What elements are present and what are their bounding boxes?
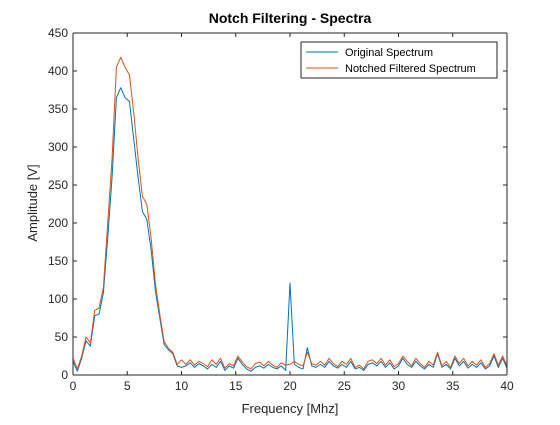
plot-area: 0 5 10 15 20 25 30 35 40050100150200250300350400… (48, 26, 514, 393)
x-tick-label: 10 (175, 379, 189, 393)
series-line-original (72, 87, 508, 372)
x-axis-label: Frequency [Mhz] (242, 401, 339, 416)
y-tick-label: 350 (48, 102, 68, 116)
x-tick-label: 0 (70, 379, 77, 393)
y-tick-label: 400 (48, 64, 68, 78)
y-tick-label: 450 (48, 26, 68, 40)
y-axis-label: Amplitude [V] (25, 164, 40, 241)
x-tick-label: 20 (283, 379, 297, 393)
y-tick-label: 200 (48, 216, 68, 230)
x-tick-label: 40 (500, 379, 514, 393)
y-tick-label: 250 (48, 178, 68, 192)
chart-title: Notch Filtering - Spectra (209, 10, 372, 26)
y-tick-label: 300 (48, 140, 68, 154)
legend-label-notched: Notched Filtered Spectrum (345, 63, 476, 75)
legend-box (300, 41, 498, 79)
x-tick-label: 25 (338, 379, 352, 393)
x-tick-label: 5 (124, 379, 131, 393)
x-tick-label: 15 (229, 379, 243, 393)
series-line-notched (72, 56, 508, 370)
y-tick-label: 150 (48, 254, 68, 268)
y-tick-label: 100 (48, 292, 68, 306)
legend-label-original: Original Spectrum (345, 47, 433, 59)
legend: Original Spectrum Notched Filtered Spect… (300, 41, 498, 79)
x-tick-label: 30 (392, 379, 406, 393)
plot-background (73, 33, 507, 375)
y-tick-label: 50 (55, 330, 69, 344)
x-tick-label: 35 (446, 379, 460, 393)
y-tick-label: 0 (61, 368, 68, 382)
